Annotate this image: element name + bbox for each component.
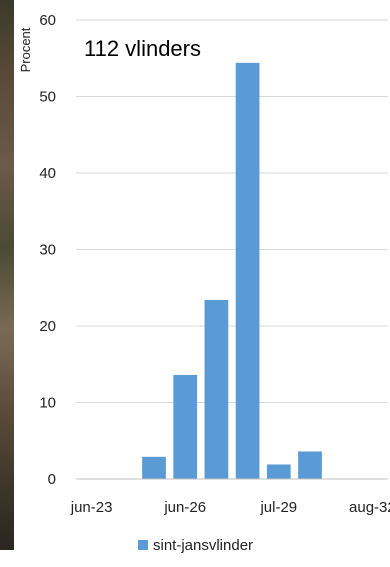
bar [266, 464, 291, 479]
bar [173, 374, 198, 479]
bar-chart: 0 10 20 30 40 50 60 jun-23 jun-26 jul-29 aug-32 P… [18, 12, 390, 554]
y-tick-labels: 0 10 20 30 40 50 60 [39, 12, 56, 488]
y-tick-label: 10 [39, 395, 56, 412]
y-tick-label: 50 [39, 89, 56, 106]
y-tick-label: 60 [39, 12, 56, 29]
bar [235, 62, 260, 480]
y-tick-label: 30 [39, 242, 56, 259]
gridlines [76, 19, 388, 403]
bar [142, 456, 166, 479]
chart: 0 10 20 30 40 50 60 jun-23 jun-26 jul-29 aug-32 P… [14, 0, 390, 567]
x-tick-label: aug-32 [349, 499, 390, 516]
legend-swatch [138, 540, 148, 550]
y-axis-label: Procent [18, 27, 33, 72]
x-tick-label: jul-29 [259, 499, 297, 516]
y-tick-label: 20 [39, 318, 56, 335]
chart-annotation: 112 vlinders [84, 36, 201, 61]
bars [142, 62, 322, 480]
y-tick-label: 0 [48, 471, 56, 488]
bar [204, 299, 229, 479]
x-tick-labels: jun-23 jun-26 jul-29 aug-32 [70, 499, 390, 516]
background-photo-strip [0, 0, 14, 550]
bar [298, 451, 322, 479]
y-tick-label: 40 [39, 165, 56, 182]
legend-label: sint-jansvlinder [153, 537, 253, 554]
x-tick-label: jun-23 [70, 499, 113, 516]
x-tick-label: jun-26 [163, 499, 206, 516]
legend: sint-jansvlinder [138, 537, 253, 554]
